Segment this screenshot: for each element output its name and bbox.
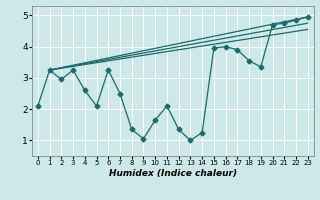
X-axis label: Humidex (Indice chaleur): Humidex (Indice chaleur) xyxy=(109,169,237,178)
